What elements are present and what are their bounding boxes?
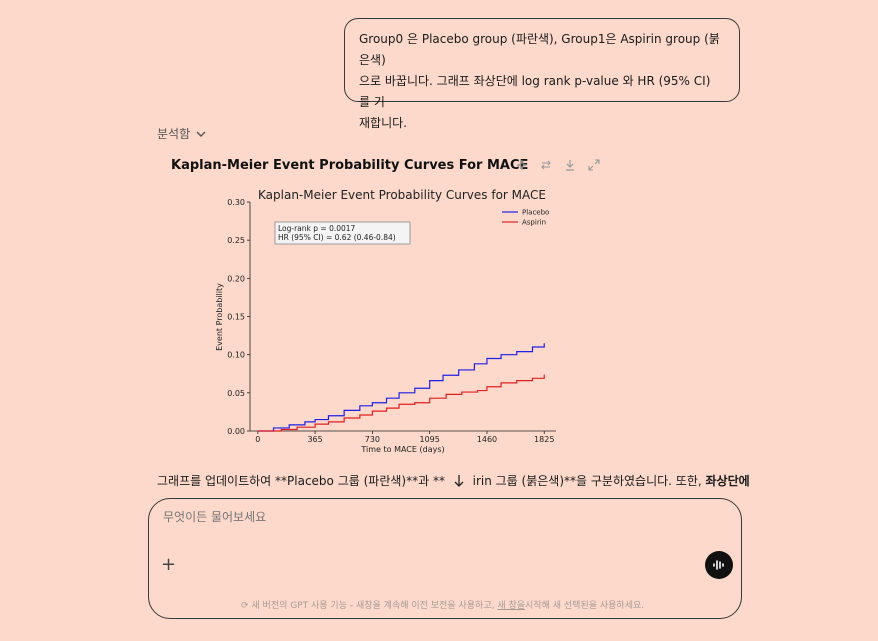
y-tick-label: 0.00 (227, 427, 245, 436)
annotation-box (274, 221, 411, 245)
waveform-icon (712, 556, 726, 575)
chart-header-title: Kaplan-Meier Event Probability Curves Fo… (171, 158, 529, 173)
chevron-down-icon (196, 127, 206, 141)
x-tick-label: 365 (307, 435, 322, 444)
y-tick-label: 0.15 (227, 313, 245, 322)
refresh-icon: ⟳ (241, 601, 252, 611)
expand-icon[interactable] (588, 158, 600, 172)
download-icon[interactable] (564, 158, 576, 172)
scroll-down-arrow-icon[interactable] (453, 474, 465, 491)
y-tick-label: 0.10 (227, 351, 245, 360)
sparkle-icon[interactable] (516, 158, 528, 172)
voice-mode-button[interactable] (705, 551, 733, 579)
km-chart: Kaplan-Meier Event Probability Curves fo… (200, 182, 570, 457)
y-tick-label: 0.20 (227, 274, 245, 283)
add-attachment-button[interactable]: + (161, 554, 176, 575)
plus-icon: + (161, 554, 177, 575)
footnote-text: 새 버전의 GPT 사용 기능 - 새창을 계속해 이전 보전을 사용하고, (251, 601, 495, 611)
user-message-line: Group0 은 Placebo group (파란색), Group1은 As… (359, 32, 720, 67)
user-message-bubble: Group0 은 Placebo group (파란색), Group1은 As… (344, 18, 740, 130)
legend-label: Placebo (522, 209, 549, 217)
y-tick-label: 0.30 (227, 198, 245, 207)
chart-legend: Placebo Aspirin (502, 209, 549, 227)
switch-icon[interactable] (540, 158, 552, 172)
footnote-link[interactable]: 새 창을 (497, 601, 526, 611)
chart-title: Kaplan-Meier Event Probability Curves fo… (258, 188, 546, 202)
chart-toolbar (516, 158, 600, 172)
annotation-line: Log-rank p = 0.0017 (278, 224, 356, 233)
footnote-text-end: 시작해 새 선택된을 사용하세요. (525, 601, 645, 611)
series-line-aspirin (257, 374, 545, 432)
x-tick-label: 1825 (534, 435, 554, 444)
y-tick-label: 0.05 (227, 389, 245, 398)
y-axis-label: Event Probability (215, 283, 224, 351)
composer: + ⟳ 새 버전의 GPT 사용 기능 - 새창을 계속해 이전 보전을 사용하… (148, 498, 742, 619)
x-tick-label: 1460 (477, 435, 497, 444)
composer-footnote: ⟳ 새 버전의 GPT 사용 기능 - 새창을 계속해 이전 보전을 사용하고,… (241, 598, 644, 611)
analysis-toggle[interactable]: 분석함 (157, 125, 206, 142)
annotation-line: HR (95% CI) = 0.62 (0.46-0.84) (278, 233, 396, 242)
analysis-label: 분석함 (157, 127, 191, 141)
legend-label: Aspirin (522, 219, 546, 227)
user-message-line: 재합니다. (359, 116, 407, 130)
reply-bold-tail: 좌상단에 (705, 474, 750, 488)
series-line-placebo (257, 343, 545, 432)
y-tick-label: 0.25 (227, 236, 245, 245)
reply-text-after: irin 그룹 (붉은색)**을 구분하였습니다. 또한, (472, 474, 702, 488)
assistant-reply: 그래프를 업데이트하여 **Placebo 그룹 (파란색)**과 ** iri… (157, 472, 750, 491)
x-tick-label: 1095 (419, 435, 439, 444)
x-tick-label: 0 (255, 435, 260, 444)
prompt-input[interactable] (161, 509, 685, 525)
x-axis-label: Time to MACE (days) (360, 445, 444, 454)
reply-text-before: 그래프를 업데이트하여 **Placebo 그룹 (파란색)**과 ** (157, 474, 445, 488)
x-tick-label: 730 (365, 435, 380, 444)
user-message-line: 으로 바꿉니다. 그래프 좌상단에 log rank p-value 와 HR … (359, 74, 711, 109)
